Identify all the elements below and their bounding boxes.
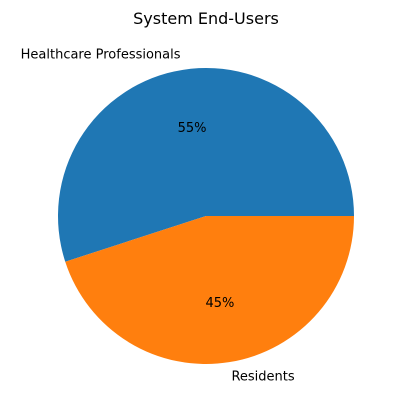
pie-percent-label: 45% [205,296,234,311]
pie-slice-residents [65,216,354,365]
pie-category-label: Residents [231,369,294,384]
pie-labels: 55% Healthcare Professionals 45% Residents [21,48,295,385]
pie-slices [58,68,354,365]
chart-title: System End-Users [133,9,279,28]
pie-slice-healthcare-professionals [58,68,354,262]
pie-category-label: Healthcare Professionals [21,48,181,63]
pie-percent-label: 55% [178,121,207,136]
